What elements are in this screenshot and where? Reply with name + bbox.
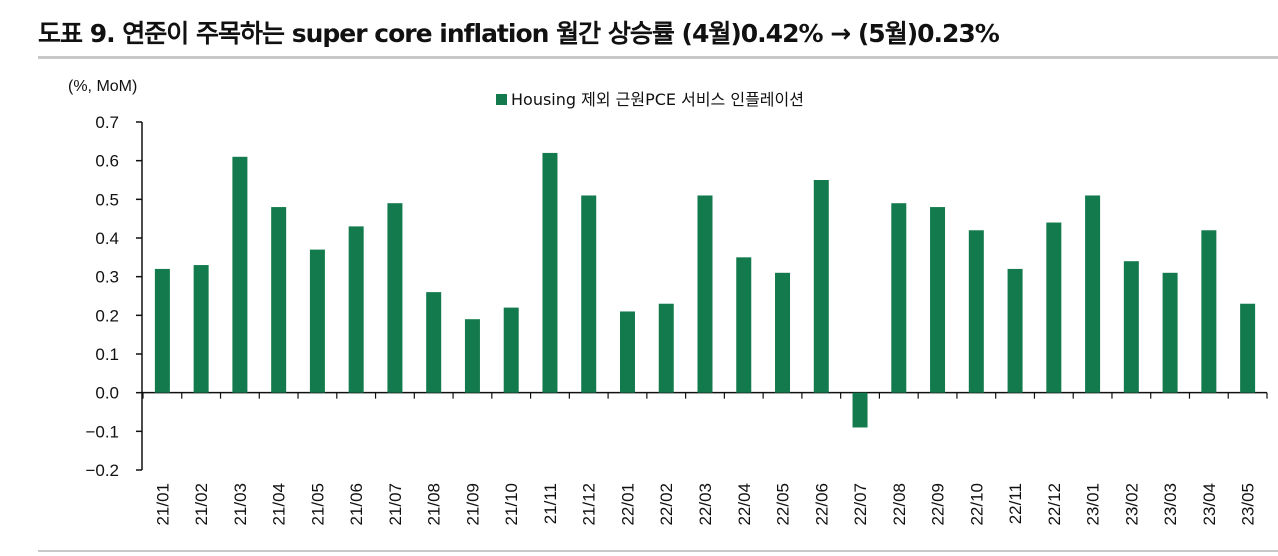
x-tick-label: 22/06	[812, 483, 831, 526]
bar-22-07	[852, 392, 868, 428]
x-tick-label: 21/03	[231, 483, 250, 526]
y-tick-label: 0.2	[95, 306, 119, 325]
x-tick-label: 22/11	[1006, 483, 1025, 524]
bar-21-11	[542, 152, 558, 393]
x-tick-label: 22/10	[967, 483, 986, 526]
bar-23-02	[1123, 261, 1139, 393]
x-tick-label: 22/09	[929, 483, 948, 526]
x-tick-label: 21/02	[192, 483, 211, 526]
y-axis-unit-label: (%, MoM)	[68, 78, 137, 95]
x-tick-label: 22/01	[618, 483, 637, 526]
x-tick-label: 21/06	[347, 483, 366, 526]
x-tick-label: 21/05	[308, 483, 327, 526]
x-tick-label: 21/11	[541, 483, 560, 524]
x-tick-label: 21/01	[153, 483, 172, 526]
y-tick-label: 0.6	[95, 152, 119, 171]
bar-21-06	[348, 226, 364, 393]
x-tick-label: 23/05	[1239, 483, 1258, 526]
x-tick-label: 22/08	[890, 483, 909, 526]
bar-21-01	[154, 268, 170, 393]
x-tick-label: 22/03	[696, 483, 715, 526]
bar-21-04	[271, 207, 287, 393]
x-tick-label: 22/12	[1045, 483, 1064, 526]
bar-21-05	[309, 249, 325, 393]
chart-title: 도표 9. 연준이 주목하는 super core inflation 월간 상…	[38, 19, 1000, 48]
legend: Housing 제외 근원PCE 서비스 인플레이션	[496, 90, 804, 109]
x-axis-labels: 21/01 21/02 21/03 21/04 21/05 21/06 21/07 21/08…	[153, 483, 1257, 526]
bar-21-10	[503, 307, 519, 393]
bar-23-04	[1201, 230, 1217, 393]
bars	[154, 152, 1256, 428]
top-divider	[38, 56, 1278, 59]
y-tick-label: −0.1	[85, 422, 119, 441]
bar-21-02	[193, 265, 209, 393]
bar-22-12	[1046, 222, 1062, 393]
bar-21-12	[581, 195, 597, 393]
y-tick-label: 0.7	[95, 113, 119, 132]
x-tick-label: 22/05	[774, 483, 793, 526]
x-tick-label: 21/12	[580, 483, 599, 526]
bar-22-10	[968, 230, 984, 393]
bar-22-08	[891, 203, 907, 393]
x-tick-label: 22/02	[657, 483, 676, 526]
bar-22-04	[736, 257, 752, 393]
y-tick-label: −0.2	[85, 461, 119, 480]
x-tick-label: 23/01	[1084, 483, 1103, 526]
y-tick-label: 0.4	[95, 229, 119, 248]
bar-21-07	[387, 203, 403, 393]
x-tick-label: 21/09	[463, 483, 482, 526]
y-tick-label: 0.5	[95, 190, 119, 209]
x-tick-label: 21/04	[270, 483, 289, 526]
y-tick-label: 0.0	[95, 384, 119, 403]
x-tick-label: 21/10	[502, 483, 521, 526]
bar-23-03	[1162, 272, 1178, 393]
bar-22-03	[697, 195, 713, 393]
legend-swatch	[496, 94, 507, 105]
bar-23-01	[1085, 195, 1101, 393]
bar-23-05	[1240, 303, 1256, 393]
bar-22-09	[930, 207, 946, 393]
bar-22-05	[775, 272, 791, 393]
x-tick-label: 23/04	[1200, 483, 1219, 526]
x-tick-label: 23/02	[1122, 483, 1141, 526]
bar-22-11	[1007, 268, 1023, 393]
bar-21-09	[464, 319, 480, 393]
x-tick-label: 23/03	[1161, 483, 1180, 526]
y-tick-label: 0.1	[95, 345, 119, 364]
x-tick-label: 21/08	[425, 483, 444, 526]
x-tick-label: 21/07	[386, 483, 405, 526]
bottom-divider	[38, 550, 1278, 552]
bar-22-06	[813, 180, 829, 393]
x-tick-label: 22/07	[851, 483, 870, 526]
bar-22-02	[658, 303, 674, 393]
x-tick-label: 22/04	[735, 483, 754, 526]
y-axis: 0.7 0.6 0.5 0.4 0.3 0.2 0.1 0.0 −0.1 −0.2	[85, 113, 1268, 480]
legend-label: Housing 제외 근원PCE 서비스 인플레이션	[511, 90, 804, 109]
bar-21-08	[426, 292, 442, 393]
bar-22-01	[619, 311, 635, 393]
bar-21-03	[232, 156, 248, 393]
y-tick-label: 0.3	[95, 268, 119, 287]
